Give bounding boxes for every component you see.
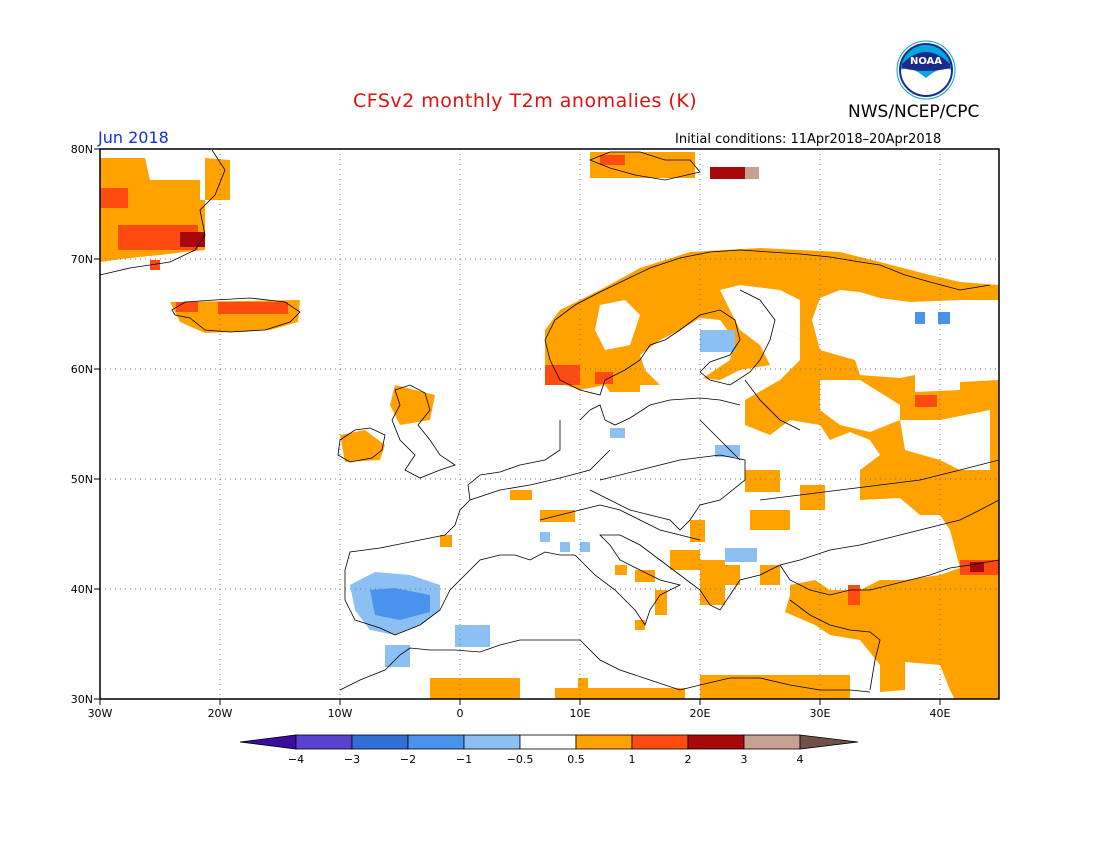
colorbar-label: 4 xyxy=(797,753,804,766)
colorbar-label: 2 xyxy=(685,753,692,766)
colorbar-label: −0.5 xyxy=(507,753,534,766)
caucasus-very-hot-cell xyxy=(970,562,984,572)
cool-patches xyxy=(350,312,950,667)
turkey-hot-cell xyxy=(848,585,860,605)
graticule xyxy=(100,149,999,699)
colorbar-swatch xyxy=(407,734,465,750)
forecast-month: Jun 2018 xyxy=(98,128,169,147)
map-frame xyxy=(99,148,1000,700)
initial-conditions: Initial conditions: 11Apr2018–20Apr2018 xyxy=(675,132,942,147)
anomaly-fields xyxy=(100,152,999,699)
lon-label-40e: 40E xyxy=(930,707,951,720)
lon-label-20e: 20E xyxy=(690,707,711,720)
colorbar-swatch xyxy=(743,734,801,750)
colorbar-label: 1 xyxy=(629,753,636,766)
colorbar-upper-arrow xyxy=(799,734,859,750)
logo-text: NOAA xyxy=(910,56,942,67)
russia-hot-cell xyxy=(915,395,937,407)
colorbar-swatch xyxy=(631,734,689,750)
colorbar-label: 0.5 xyxy=(567,753,585,766)
colorbar-label: −3 xyxy=(344,753,360,766)
iceland-warm-field xyxy=(170,300,300,333)
colorbar-label: 3 xyxy=(741,753,748,766)
lon-label-30w: 30W xyxy=(88,707,113,720)
colorbar-label: −1 xyxy=(456,753,472,766)
lat-label-40n: 40N xyxy=(71,583,93,596)
lat-label-30n: 30N xyxy=(71,693,93,706)
sweden-hot-cell xyxy=(595,372,613,384)
colorbar-lower-arrow xyxy=(239,734,297,750)
lat-label-80n: 80N xyxy=(71,143,93,156)
colorbar-swatch xyxy=(575,734,633,750)
colorbar-swatch xyxy=(295,734,353,750)
lat-label-60n: 60N xyxy=(71,363,93,376)
greenland-warm-field xyxy=(100,158,230,270)
colorbar xyxy=(239,734,859,750)
lon-label-10e: 10E xyxy=(570,707,591,720)
colorbar-swatch xyxy=(463,734,521,750)
map-title: CFSv2 monthly T2m anomalies (K) xyxy=(353,90,698,112)
lat-label-50n: 50N xyxy=(71,473,93,486)
noaa-logo: NOAA xyxy=(896,40,956,100)
tick-marks xyxy=(94,148,941,705)
lon-label-0: 0 xyxy=(457,707,464,720)
norway-hot-cell xyxy=(545,365,580,385)
svalbard-warm-field xyxy=(590,152,759,179)
coastlines xyxy=(100,149,999,693)
colorbar-label: −2 xyxy=(400,753,416,766)
lon-label-10w: 10W xyxy=(328,707,353,720)
lat-label-70n: 70N xyxy=(71,253,93,266)
agency-label: NWS/NCEP/CPC xyxy=(848,102,980,122)
scandinavia-holes xyxy=(595,285,990,470)
lon-label-20w: 20W xyxy=(208,707,233,720)
colorbar-swatch xyxy=(351,734,409,750)
colorbar-swatch xyxy=(519,734,577,750)
colorbar-swatch xyxy=(687,734,745,750)
lon-label-30e: 30E xyxy=(810,707,831,720)
colorbar-label: −4 xyxy=(288,753,304,766)
